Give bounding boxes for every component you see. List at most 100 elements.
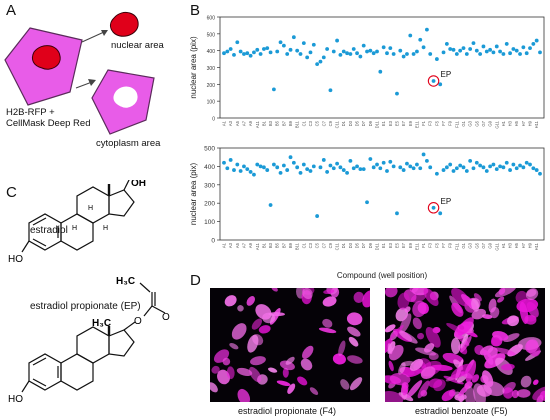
data-point xyxy=(481,44,486,49)
highlight-circle xyxy=(427,75,440,87)
cell-blob xyxy=(428,352,439,361)
cell-blob xyxy=(222,357,231,366)
x-tick-label: A5 xyxy=(235,242,240,248)
data-point xyxy=(368,48,373,53)
data-point xyxy=(504,42,509,46)
data-point xyxy=(448,47,453,51)
data-point xyxy=(242,164,246,169)
x-tick-label: A7 xyxy=(241,242,246,248)
data-point xyxy=(262,47,266,51)
x-tick-label: G1 xyxy=(461,120,466,126)
cell-blob xyxy=(516,389,531,398)
x-tick-label: D3 xyxy=(348,242,353,248)
y-tick-label: 0 xyxy=(211,238,215,245)
h3c-methyl-label: H₃C xyxy=(92,318,111,329)
data-point xyxy=(321,55,326,60)
data-point xyxy=(431,79,436,83)
x-tick-label: G1 xyxy=(461,242,466,248)
label-cytoplasm-area: cytoplasm area xyxy=(96,138,161,149)
data-point xyxy=(521,45,526,50)
data-point xyxy=(444,42,449,46)
x-tick-label: A11 xyxy=(255,120,260,128)
data-point xyxy=(421,45,426,50)
data-point xyxy=(305,167,310,172)
data-point xyxy=(258,52,263,56)
data-point xyxy=(348,52,353,56)
x-tick-label: C7 xyxy=(321,242,326,248)
data-point xyxy=(228,47,233,51)
data-point xyxy=(228,158,233,162)
data-point xyxy=(494,44,499,49)
data-point xyxy=(232,52,236,57)
cell-blob xyxy=(246,296,256,306)
data-point xyxy=(355,51,359,56)
x-tick-label: B5 xyxy=(275,242,280,248)
cell-blob xyxy=(349,377,363,391)
highlight-circle xyxy=(427,202,440,214)
data-point xyxy=(415,162,419,167)
data-point xyxy=(405,52,409,56)
data-point xyxy=(478,52,483,56)
ho-label-estradiol: HO xyxy=(8,254,23,265)
data-point xyxy=(508,51,512,56)
cell-blob xyxy=(322,318,333,328)
data-point xyxy=(431,205,436,210)
oh-label-estradiol: OH xyxy=(131,180,146,189)
estradiol-structure xyxy=(21,180,135,253)
cell-blob xyxy=(526,315,537,322)
x-tick-label: B11 xyxy=(295,242,300,250)
cell-blob xyxy=(473,293,482,302)
cell-blob xyxy=(226,366,235,380)
data-point xyxy=(531,42,536,46)
data-point xyxy=(395,211,399,216)
data-point xyxy=(408,164,413,169)
data-point xyxy=(428,52,433,56)
cell-blob xyxy=(519,301,529,325)
x-tick-label: E5 xyxy=(394,242,399,248)
data-point xyxy=(391,52,396,56)
data-point xyxy=(291,160,296,165)
data-point xyxy=(308,169,313,173)
x-tick-label: H5 xyxy=(514,120,519,126)
data-point xyxy=(528,46,532,51)
data-point xyxy=(451,169,456,173)
data-point xyxy=(385,51,389,56)
data-point xyxy=(285,168,290,172)
data-point xyxy=(441,50,446,55)
data-point xyxy=(468,158,473,163)
x-tick-label: E7 xyxy=(401,120,406,126)
o-carbonyl-label: O xyxy=(162,312,170,323)
y-tick-label: 200 xyxy=(207,83,216,89)
cell-blob xyxy=(406,368,423,378)
cell-blob xyxy=(471,374,480,383)
x-tick-label: D7 xyxy=(361,120,366,126)
data-point xyxy=(491,50,496,55)
x-tick-label: H5 xyxy=(514,242,519,248)
x-tick-label: B3 xyxy=(268,120,273,126)
x-tick-label: E1 xyxy=(381,242,386,248)
data-point xyxy=(238,169,243,173)
data-point xyxy=(425,158,429,163)
x-tick-label: F9 xyxy=(448,242,453,248)
data-point xyxy=(242,52,246,56)
data-point xyxy=(411,52,416,56)
cell-blob xyxy=(497,296,505,303)
data-point xyxy=(501,52,506,56)
x-tick-label: H1 xyxy=(501,120,506,126)
data-point xyxy=(401,168,406,172)
data-point xyxy=(288,47,293,52)
cell-blob xyxy=(217,369,230,385)
cell-blob xyxy=(282,367,289,378)
data-point xyxy=(381,160,386,165)
x-tick-label: B9 xyxy=(288,120,293,126)
data-point xyxy=(428,165,433,170)
data-point xyxy=(474,48,479,53)
cell-blob xyxy=(224,295,237,307)
nucleus-only-illustration xyxy=(110,11,139,37)
caption-estradiol-propionate: estradiol propionate (F4) xyxy=(238,406,337,416)
data-point xyxy=(345,170,349,175)
data-point xyxy=(365,200,369,205)
y-tick-label: 100 xyxy=(204,219,215,226)
arrow-to-cytoplasm xyxy=(75,81,93,89)
x-tick-label: A7 xyxy=(241,120,246,126)
